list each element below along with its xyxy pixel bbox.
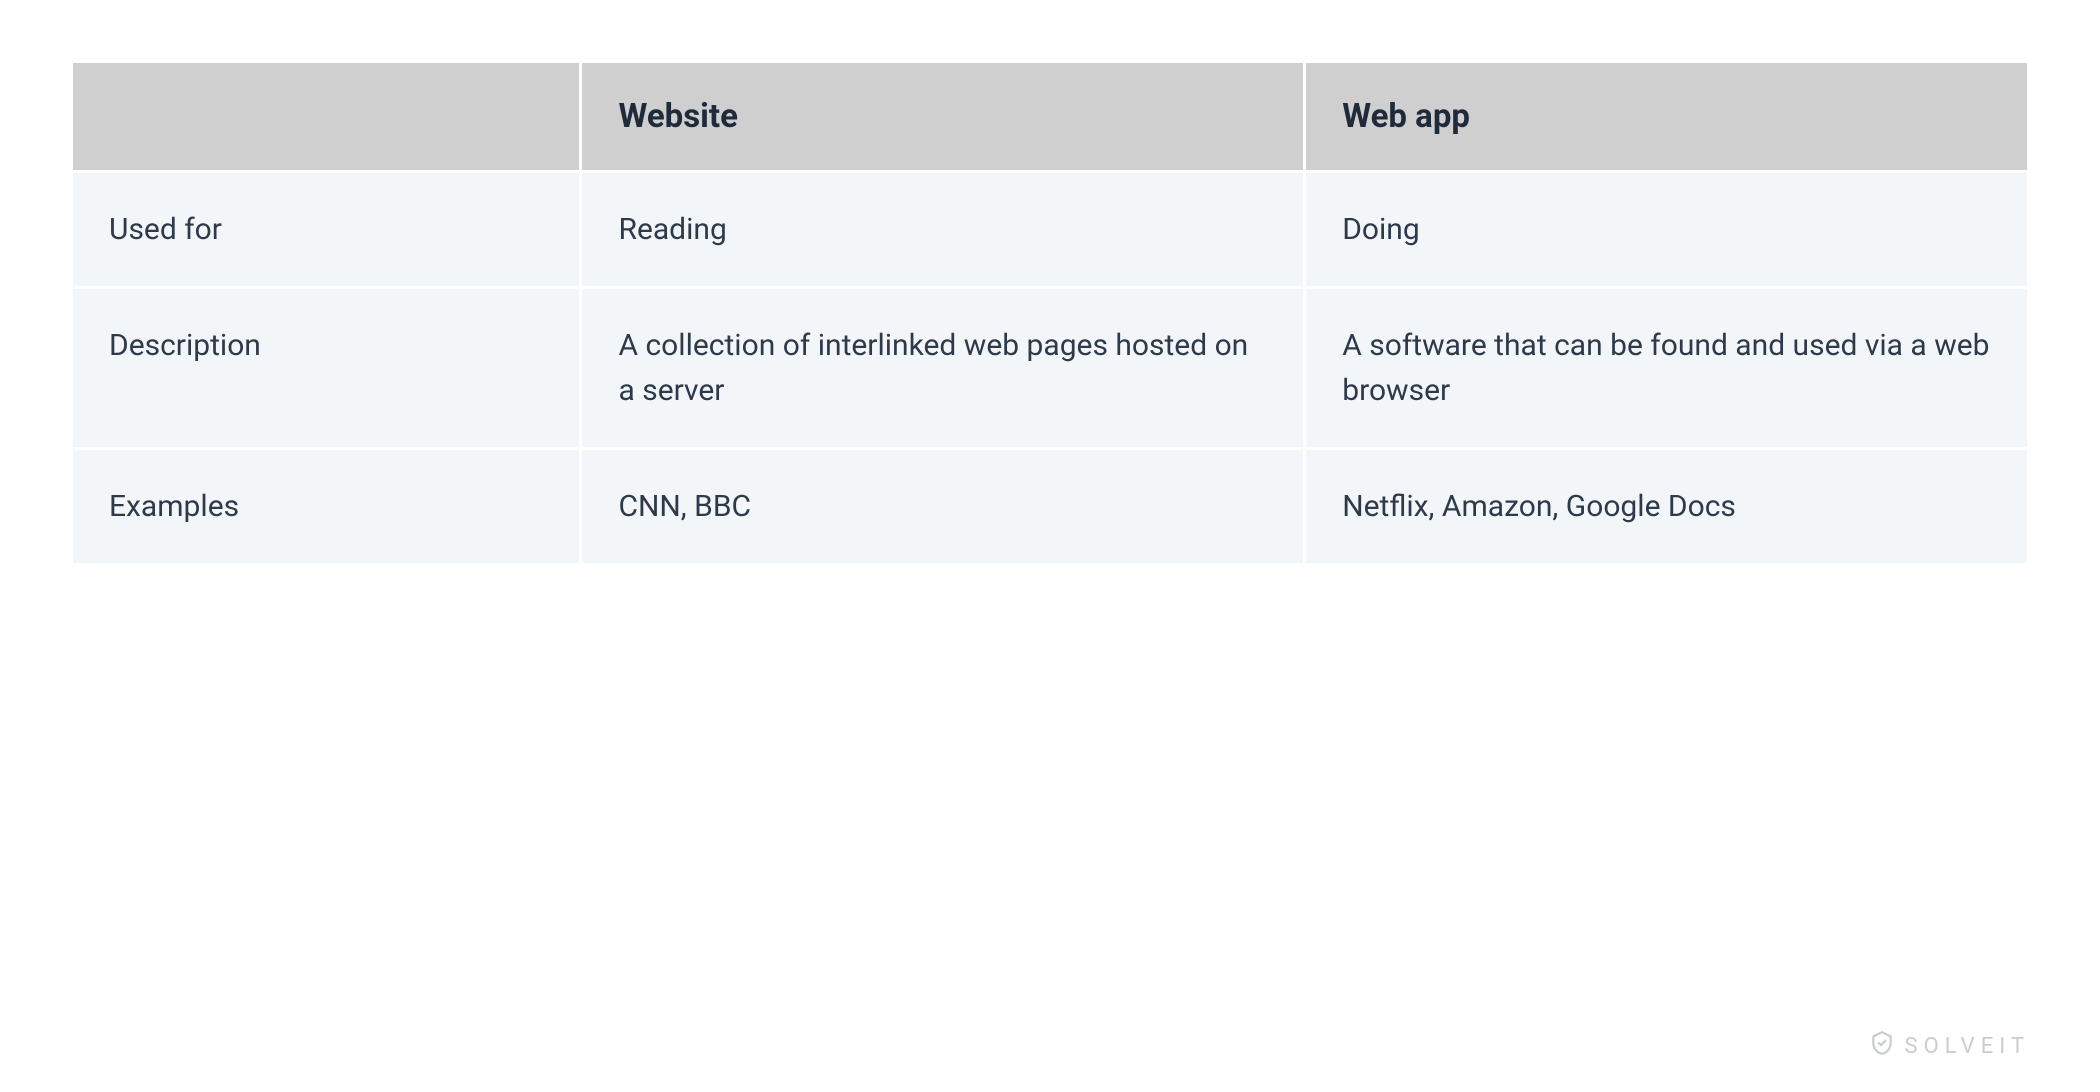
cell-webapp: Netflix, Amazon, Google Docs xyxy=(1306,450,2027,563)
cell-webapp: A software that can be found and used vi… xyxy=(1306,289,2027,447)
cell-website: CNN, BBC xyxy=(582,450,1303,563)
table-header-webapp: Web app xyxy=(1306,63,2027,170)
comparison-table: Website Web app Used for Reading Doing D… xyxy=(70,60,2030,566)
row-label: Examples xyxy=(73,450,579,563)
cell-website: Reading xyxy=(582,173,1303,286)
brand-logo-icon xyxy=(1869,1030,1895,1062)
table-row: Examples CNN, BBC Netflix, Amazon, Googl… xyxy=(73,450,2027,563)
table-header-row: Website Web app xyxy=(73,63,2027,170)
table-row: Used for Reading Doing xyxy=(73,173,2027,286)
brand-text: SOLVEIT xyxy=(1905,1034,2030,1059)
row-label: Used for xyxy=(73,173,579,286)
table-header-empty xyxy=(73,63,579,170)
cell-webapp: Doing xyxy=(1306,173,2027,286)
cell-website: A collection of interlinked web pages ho… xyxy=(582,289,1303,447)
table-row: Description A collection of interlinked … xyxy=(73,289,2027,447)
table-header-website: Website xyxy=(582,63,1303,170)
brand-watermark: SOLVEIT xyxy=(1869,1030,2030,1062)
row-label: Description xyxy=(73,289,579,447)
